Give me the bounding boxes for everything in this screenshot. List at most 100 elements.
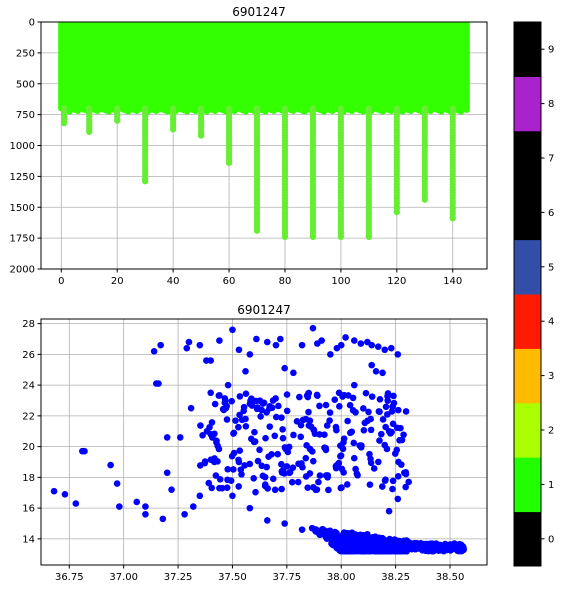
bottom-point — [379, 483, 386, 490]
colorbar-block — [514, 403, 541, 458]
bottom-x-tick-label: 38.50 — [436, 572, 465, 583]
bottom-point — [316, 403, 323, 410]
bottom-point — [232, 417, 239, 424]
bottom-point — [116, 503, 123, 510]
bottom-point — [304, 484, 311, 491]
bottom-point — [399, 437, 406, 444]
top-y-tick-label: 2000 — [10, 265, 35, 276]
bottom-point — [280, 435, 287, 442]
bottom-point — [266, 423, 273, 430]
bottom-y-tick-label: 26 — [22, 350, 35, 361]
bottom-point — [386, 537, 393, 544]
bottom-point — [310, 325, 317, 332]
bottom-point — [381, 346, 388, 353]
bottom-point — [375, 343, 382, 350]
bottom-point — [327, 351, 334, 358]
bottom-point — [419, 547, 426, 554]
bottom-point — [338, 484, 345, 491]
bottom-point — [256, 447, 263, 454]
bottom-point — [376, 408, 383, 415]
top-deep-point — [310, 234, 316, 240]
bottom-point — [380, 416, 387, 423]
top-y-tick-label: 1000 — [10, 141, 35, 152]
bottom-point — [207, 390, 214, 397]
bottom-point — [369, 393, 376, 400]
bottom-point — [259, 463, 266, 470]
top-y-tick-label: 0 — [29, 18, 35, 29]
top-deep-point — [422, 197, 428, 203]
bottom-gridlines — [41, 319, 487, 565]
bottom-point — [224, 484, 231, 491]
bottom-point — [338, 452, 345, 459]
bottom-point — [224, 477, 231, 484]
bottom-y-axis: 1416182022242628 — [22, 319, 41, 545]
bottom-point — [248, 395, 255, 402]
bottom-point — [338, 342, 345, 349]
top-deep-point — [338, 234, 344, 240]
bottom-point — [392, 545, 399, 552]
bottom-point — [260, 400, 267, 407]
bottom-point — [295, 479, 302, 486]
bottom-point — [384, 411, 391, 418]
bottom-point — [262, 483, 269, 490]
bottom-point — [216, 485, 223, 492]
top-x-tick-label: 60 — [223, 276, 236, 287]
colorbar-block — [514, 185, 541, 240]
bottom-point — [251, 439, 258, 446]
bottom-point — [364, 531, 371, 538]
bottom-point — [230, 466, 237, 473]
bottom-plot-frame — [41, 319, 487, 565]
bottom-x-tick-label: 36.75 — [55, 572, 84, 583]
bottom-point — [341, 435, 348, 442]
bottom-point — [181, 511, 188, 518]
bottom-point — [299, 464, 306, 471]
top-deep-point — [282, 234, 288, 240]
bottom-point — [351, 337, 358, 344]
bottom-x-tick-label: 37.00 — [109, 572, 138, 583]
bottom-point — [438, 546, 445, 553]
bottom-point — [197, 493, 204, 500]
top-y-tick-label: 250 — [16, 48, 35, 59]
bottom-point — [51, 488, 58, 495]
bottom-point — [273, 342, 280, 349]
bottom-point — [278, 486, 285, 493]
bottom-point — [263, 409, 270, 416]
bottom-point — [155, 380, 162, 387]
bottom-point — [177, 434, 184, 441]
bottom-y-tick-label: 20 — [22, 442, 35, 453]
colorbar-tick-label: 9 — [548, 45, 554, 56]
bottom-point — [160, 516, 167, 523]
bottom-point — [327, 409, 334, 416]
top-profile-column — [464, 22, 470, 110]
bottom-point — [211, 459, 218, 466]
top-deep-point — [226, 160, 232, 166]
bottom-point — [247, 505, 254, 512]
top-x-tick-label: 120 — [387, 276, 406, 287]
bottom-point — [243, 423, 250, 430]
top-plot-title: 6901247 — [232, 5, 285, 19]
bottom-point — [344, 418, 351, 425]
top-plot: 6901247 0 20 40 60 80 100 120 140 0 250 500 750 100… — [10, 5, 487, 287]
bottom-point — [229, 493, 236, 500]
colorbar-block — [514, 512, 541, 567]
bottom-point — [398, 544, 405, 551]
bottom-point — [188, 405, 195, 412]
bottom-point — [272, 395, 279, 402]
bottom-point — [290, 370, 297, 377]
bottom-point — [299, 342, 306, 349]
top-deep-point — [142, 178, 148, 184]
bottom-point — [405, 479, 412, 486]
bottom-point — [289, 479, 296, 486]
bottom-point — [186, 339, 193, 346]
bottom-point — [377, 543, 384, 550]
bottom-point — [339, 466, 346, 473]
bottom-point — [273, 414, 280, 421]
bottom-point — [272, 487, 279, 494]
bottom-point — [378, 431, 385, 438]
bottom-point — [207, 357, 214, 364]
colorbar-tick-label: 0 — [548, 534, 554, 545]
top-x-tick-label: 80 — [279, 276, 292, 287]
bottom-point — [312, 486, 319, 493]
bottom-point — [336, 403, 343, 410]
bottom-point — [350, 440, 357, 447]
